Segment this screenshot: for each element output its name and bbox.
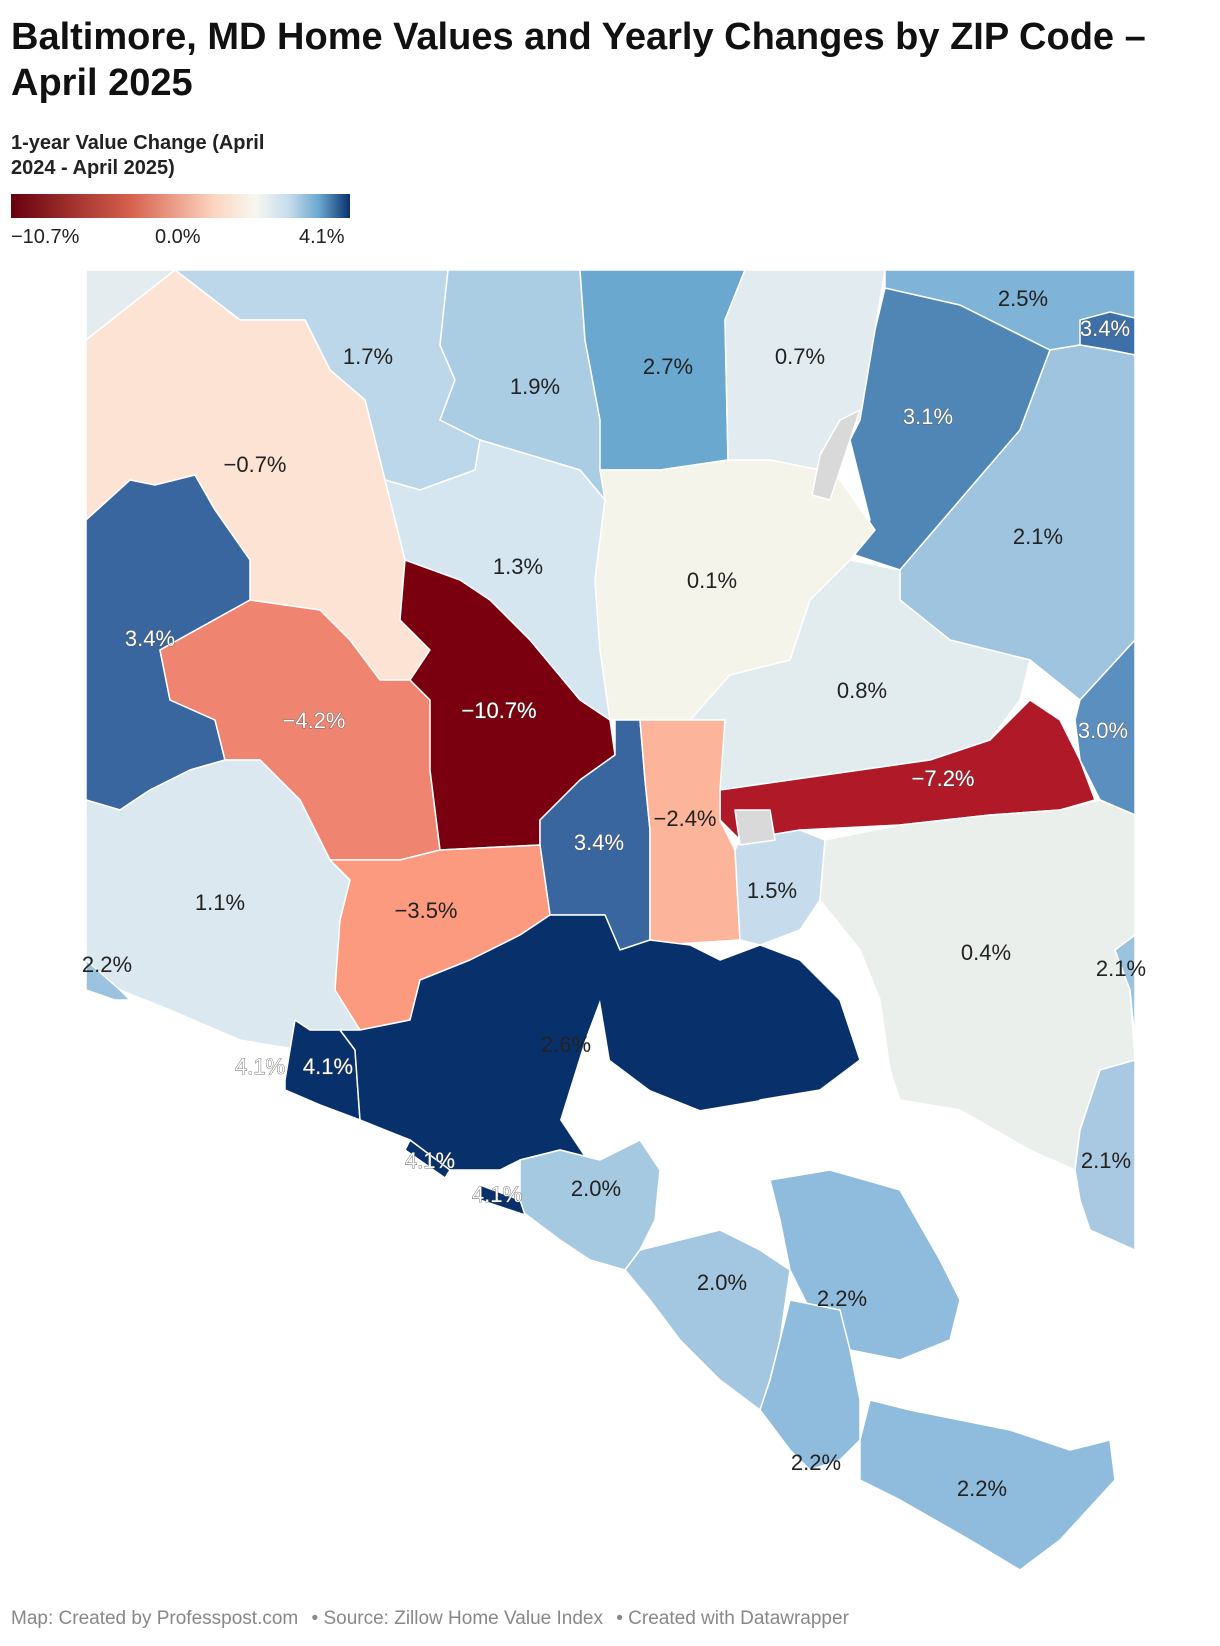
footer: Map: Created by Professpost.com • Source… [11,1607,857,1631]
label-east-central: 0.8% [837,678,887,703]
region-west-edge[interactable] [85,959,131,1001]
legend-max-label: 4.1% [299,226,345,248]
label-south-west-small: 4.1% [235,1054,285,1079]
region-south-bottom-right[interactable] [859,1399,1116,1571]
label-east-upper: 2.1% [1013,524,1063,549]
region-south-bottom-left[interactable] [759,1299,861,1471]
label-south-west: 1.1% [195,890,245,915]
label-south-lower: 2.0% [697,1270,747,1295]
label-south-west-small-b: 4.1% [303,1054,353,1079]
region-south-lower[interactable] [624,1229,791,1411]
label-south-central-west: −3.5% [395,898,458,923]
map-title: Baltimore, MD Home Values and Yearly Cha… [11,16,1146,104]
label-south-sliver-b: 4.1% [472,1182,522,1207]
label-north-east: 3.1% [903,404,953,429]
region-south-central[interactable] [519,1139,661,1271]
footer-credit: Map: Created by Professpost.com [11,1608,299,1629]
label-central-corridor: 3.4% [574,830,624,855]
label-west: 3.4% [125,626,175,651]
label-harbor-south: 2.6% [541,1032,591,1057]
label-north-west: −0.7% [224,452,287,477]
legend-min-label: −10.7% [11,226,80,248]
label-east-edge-bottom: 2.1% [1081,1148,1131,1173]
no-data-patch-harbor [734,809,776,846]
label-north-central: 2.7% [643,354,693,379]
footer-source: • Source: Zillow Home Value Index [311,1608,603,1629]
label-central-north: 0.1% [687,568,737,593]
label-east-edge: 3.0% [1078,718,1128,743]
footer-tool: • Created with Datawrapper [616,1608,849,1629]
legend-mid-label: 0.0% [155,226,201,248]
label-east-strip: −7.2% [912,766,975,791]
no-data-patch-north [811,409,861,501]
label-south-central: 2.0% [571,1176,621,1201]
region-east-edge-lower[interactable] [1114,934,1136,1041]
legend-title: 1-year Value Change (April 2024 - April … [11,132,265,179]
label-east-edge-lower: 2.1% [1096,956,1146,981]
label-north-east-corner-a: 2.5% [998,286,1048,311]
label-west-edge: 2.2% [82,952,132,977]
label-north-central-right: 0.7% [775,344,825,369]
legend-color-bar [11,194,350,218]
label-south-peninsula: 2.2% [817,1286,867,1311]
label-north-east-corner-b: 3.4% [1080,316,1130,341]
label-west-central: −4.2% [283,708,346,733]
label-central-east-strip: −2.4% [654,806,717,831]
region-south-sliver-a[interactable] [404,1139,451,1179]
label-south-sliver-a: 4.1% [405,1148,455,1173]
label-central-north-left: 1.3% [493,554,543,579]
label-south-east: 0.4% [961,940,1011,965]
label-central-west: −10.7% [461,698,536,723]
region-south-sliver-b[interactable] [479,1184,526,1216]
label-north-central-left: 1.9% [510,374,560,399]
label-south-bottom-right: 2.2% [957,1476,1007,1501]
region-east-edge-bottom[interactable] [1074,1059,1136,1251]
label-south-bottom-left: 2.2% [791,1450,841,1475]
label-north-west-upper: 1.7% [343,344,393,369]
label-harbor-east: 1.5% [747,878,797,903]
